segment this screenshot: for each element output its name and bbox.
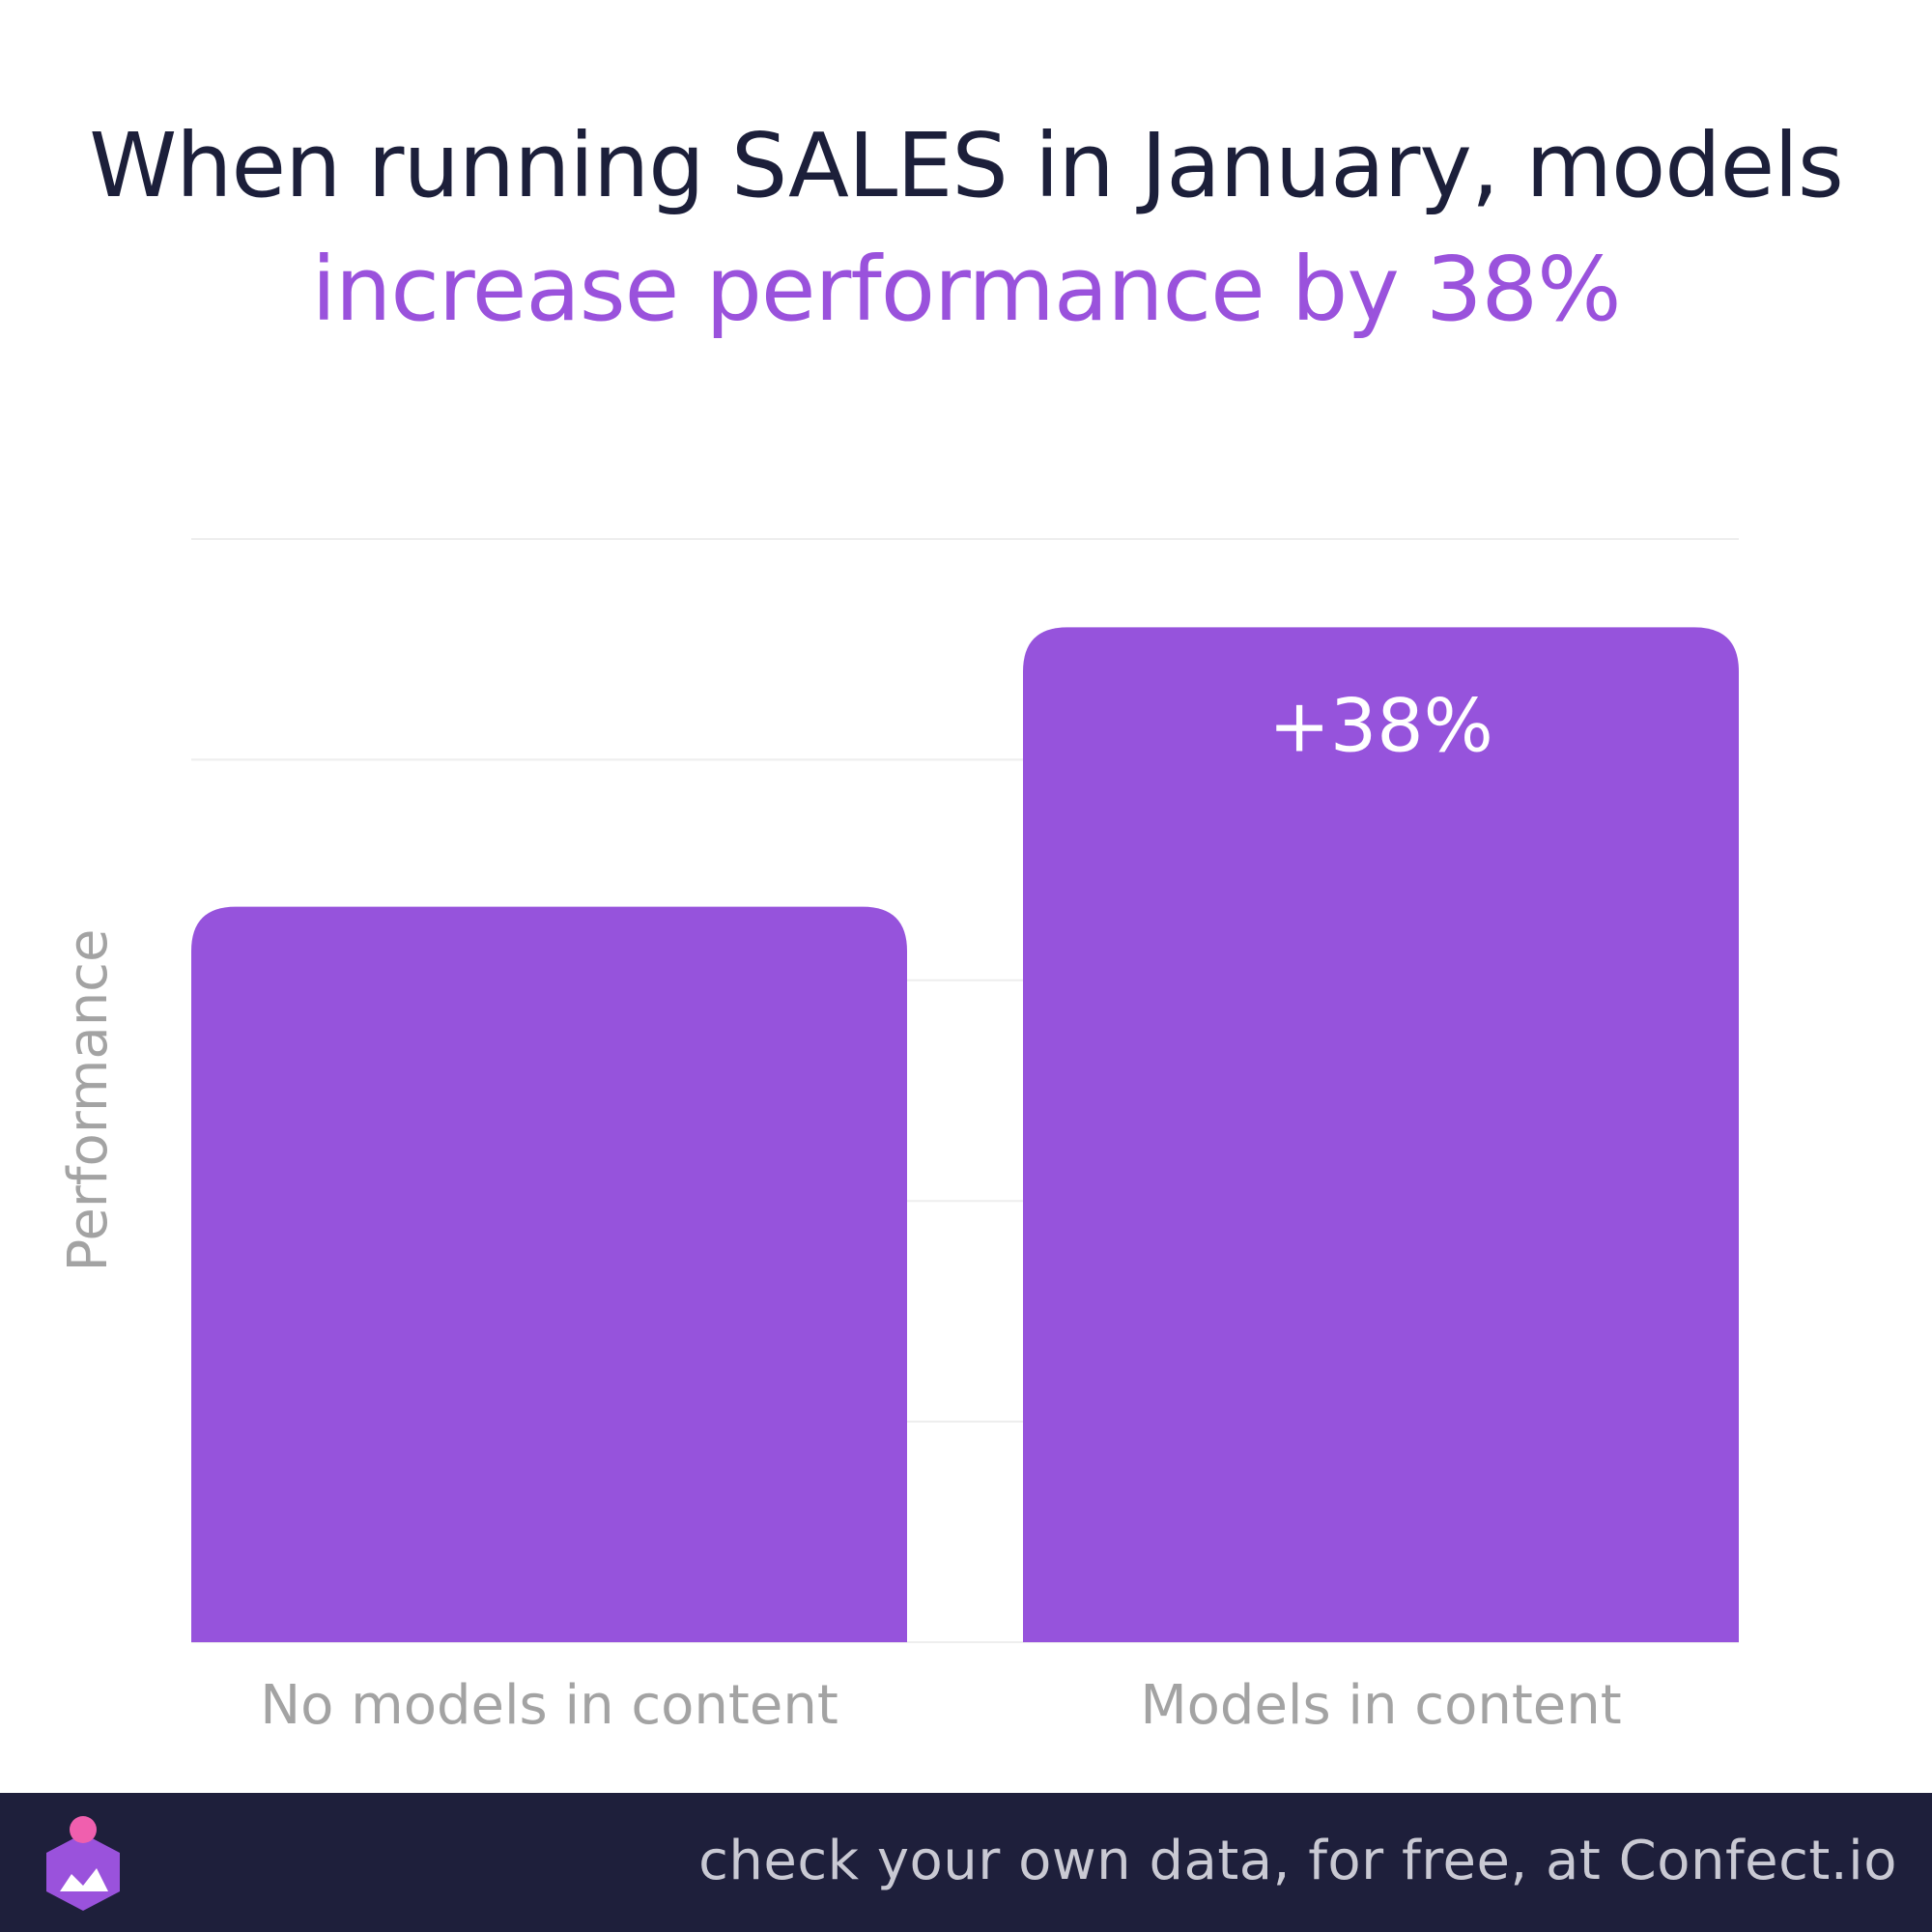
footer-banner: check your own data, for free, at Confec… [0, 1793, 1932, 1932]
title-line-1: When running SALES in January, models [89, 114, 1844, 217]
chart-title: When running SALES in January, models in… [0, 104, 1932, 352]
x-tick-label: Models in content [1140, 1674, 1621, 1737]
bar [1023, 627, 1739, 1642]
y-axis-label: Performance [57, 929, 120, 1272]
chart-area: No models in content Models in content +38… [57, 538, 1739, 1737]
bar [191, 906, 907, 1642]
confect-logo-icon [46, 1816, 120, 1911]
x-tick-label: No models in content [260, 1674, 838, 1737]
bar-chart: No models in content Models in content +38… [57, 538, 1739, 1737]
footer-text: check your own data, for free, at Confec… [698, 1830, 1897, 1892]
title-line-2: increase performance by 38% [311, 238, 1621, 341]
data-label: +38% [1268, 682, 1493, 768]
